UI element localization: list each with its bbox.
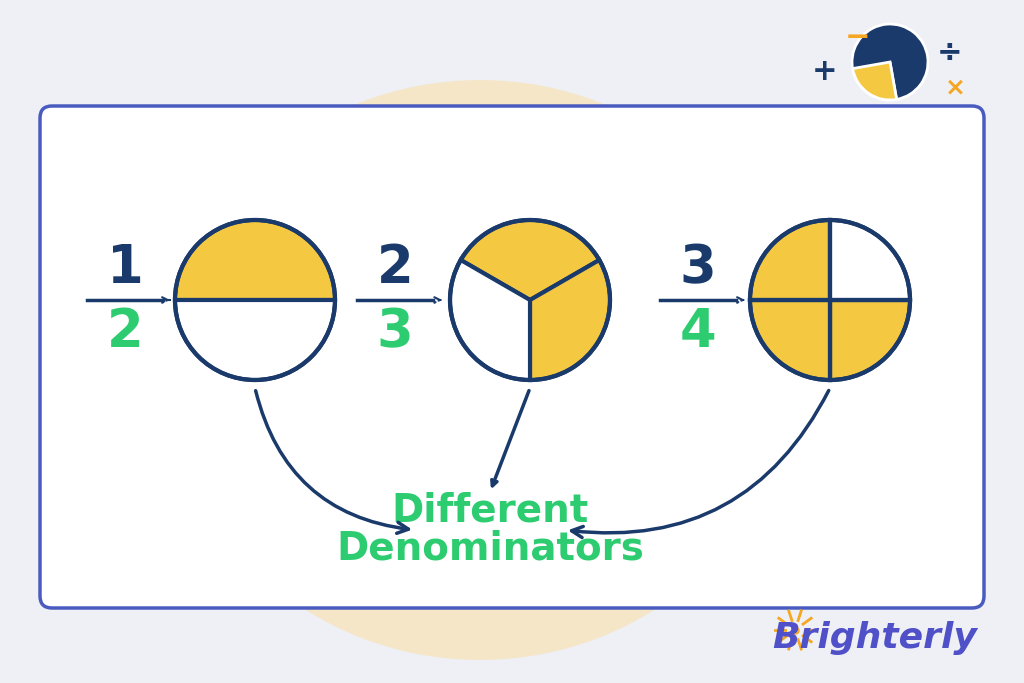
Text: Brighterly: Brighterly (772, 621, 978, 655)
Text: −: − (845, 23, 870, 53)
Text: Denominators: Denominators (336, 529, 644, 567)
Wedge shape (175, 220, 335, 300)
Wedge shape (852, 24, 928, 100)
Text: 2: 2 (106, 306, 143, 358)
Wedge shape (450, 260, 530, 380)
Wedge shape (461, 220, 599, 300)
FancyArrowPatch shape (256, 391, 409, 533)
Wedge shape (750, 300, 830, 380)
Text: 3: 3 (680, 242, 717, 294)
Text: +: + (812, 57, 838, 87)
Text: 4: 4 (680, 306, 717, 358)
Wedge shape (530, 260, 610, 380)
Text: ÷: ÷ (937, 38, 963, 66)
Text: Different: Different (391, 491, 589, 529)
Text: ×: × (944, 76, 966, 100)
FancyArrowPatch shape (571, 391, 828, 538)
Wedge shape (830, 300, 910, 380)
Wedge shape (853, 62, 897, 100)
Wedge shape (175, 300, 335, 380)
FancyBboxPatch shape (40, 106, 984, 608)
Text: 3: 3 (377, 306, 414, 358)
Ellipse shape (170, 80, 790, 660)
Wedge shape (750, 220, 830, 300)
Text: 2: 2 (377, 242, 414, 294)
Text: 1: 1 (106, 242, 143, 294)
Wedge shape (830, 220, 910, 300)
